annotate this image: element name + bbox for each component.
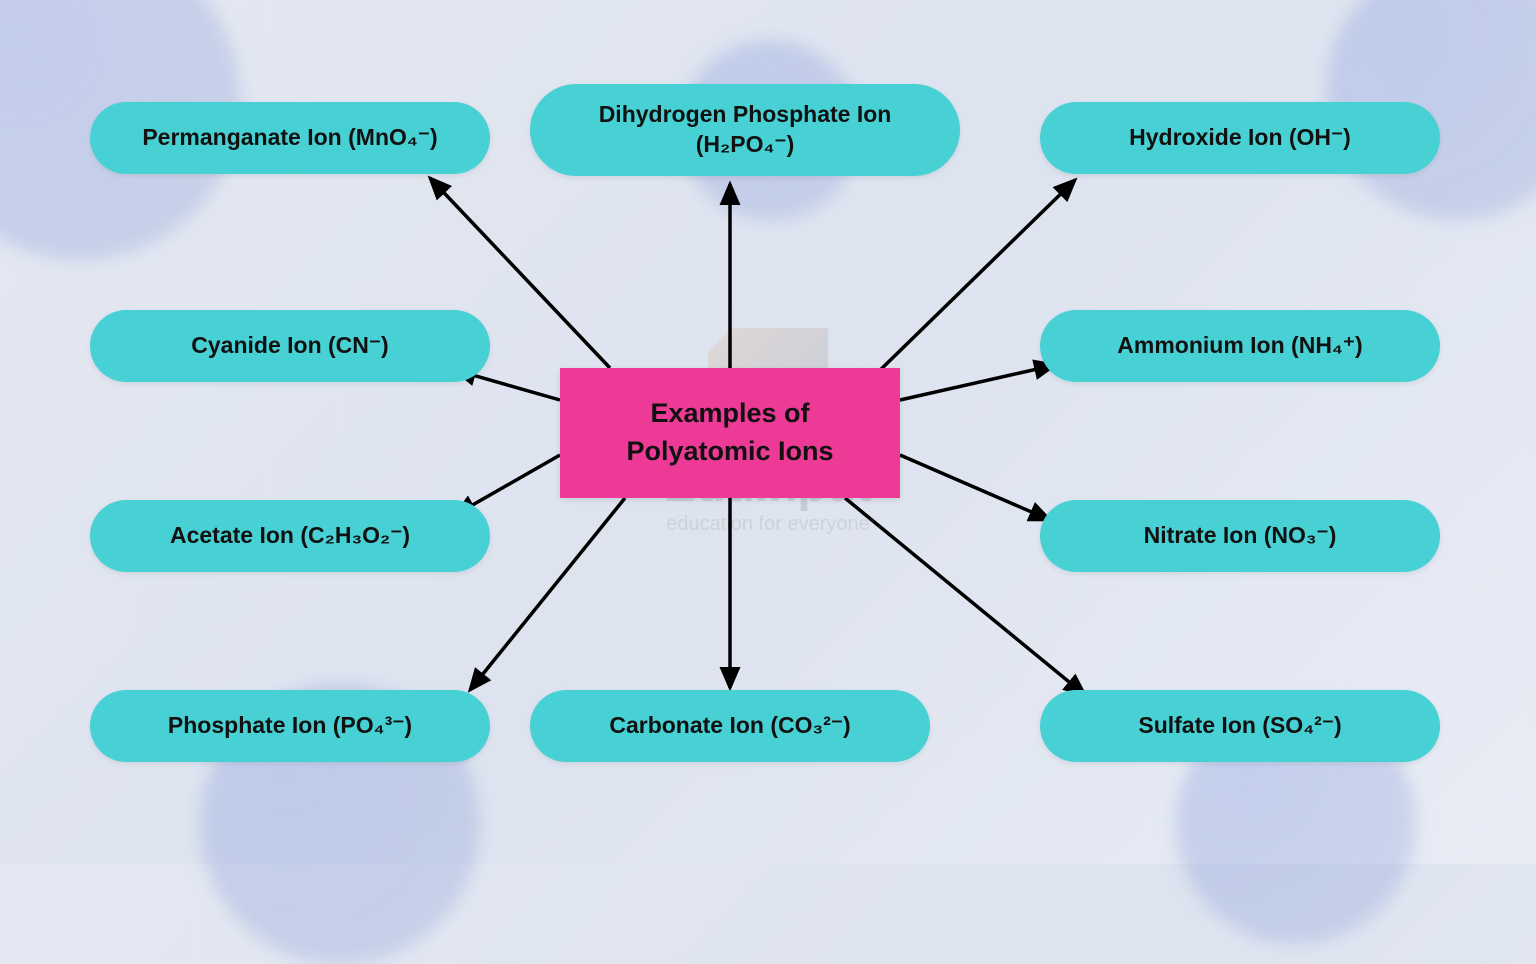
center-topic: Examples ofPolyatomic Ions	[560, 368, 900, 498]
node-permanganate: Permanganate Ion (MnO₄⁻)	[90, 102, 490, 174]
node-carbonate: Carbonate Ion (CO₃²⁻)	[530, 690, 930, 762]
node-cyanide: Cyanide Ion (CN⁻)	[90, 310, 490, 382]
node-sulfate: Sulfate Ion (SO₄²⁻)	[1040, 690, 1440, 762]
node-dihydrogen: Dihydrogen Phosphate Ion(H₂PO₄⁻)	[530, 84, 960, 176]
node-hydroxide: Hydroxide Ion (OH⁻)	[1040, 102, 1440, 174]
node-ammonium: Ammonium Ion (NH₄⁺)	[1040, 310, 1440, 382]
node-nitrate: Nitrate Ion (NO₃⁻)	[1040, 500, 1440, 572]
watermark-subtitle: education for everyone	[664, 513, 872, 536]
node-phosphate: Phosphate Ion (PO₄³⁻)	[90, 690, 490, 762]
node-acetate: Acetate Ion (C₂H₃O₂⁻)	[90, 500, 490, 572]
